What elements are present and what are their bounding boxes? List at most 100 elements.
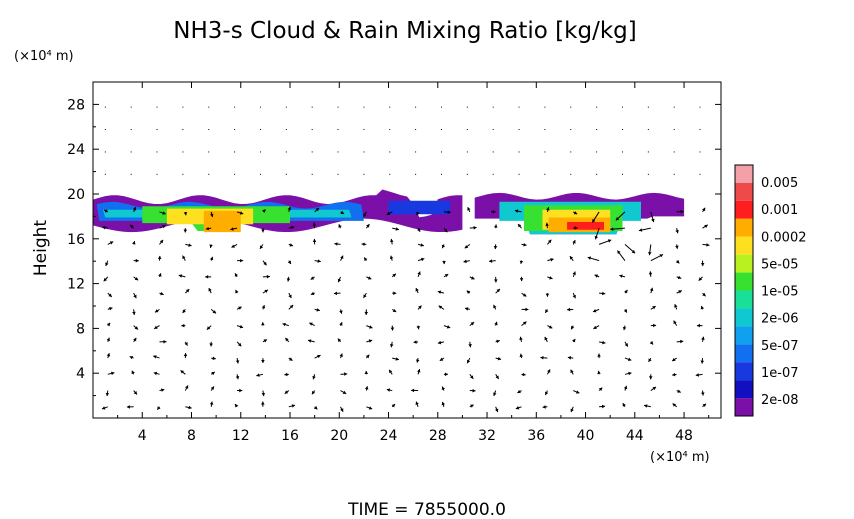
wind-vector (673, 320, 678, 326)
wind-vector (262, 289, 269, 294)
colorbar-swatch (735, 218, 753, 237)
wind-vector (231, 243, 238, 248)
wind-vector (672, 403, 677, 408)
wind-vector (391, 308, 397, 313)
wind-vector (106, 352, 111, 359)
wind-vector (544, 309, 549, 314)
wind-vector (649, 287, 654, 294)
wind-vector (133, 258, 139, 263)
wind-vector (648, 357, 652, 363)
wind-vector (623, 309, 628, 313)
wind-vector (650, 305, 656, 310)
wind-vector (236, 341, 242, 347)
wind-vector (495, 356, 502, 361)
wind-vector (598, 239, 612, 245)
wind-vector (235, 374, 240, 380)
wind-vector (288, 225, 295, 230)
wind-vector (288, 357, 293, 361)
wind-vector (261, 358, 265, 363)
wind-vector (442, 260, 446, 265)
wind-vector (256, 373, 264, 377)
x-tick-label: 32 (478, 428, 496, 444)
wind-vector (185, 405, 192, 410)
wind-vector (438, 305, 445, 310)
wind-vector (493, 224, 498, 229)
colorbar-label: 2e-08 (761, 393, 799, 408)
wind-vector (237, 388, 243, 393)
wind-vector (313, 405, 318, 410)
wind-vector (107, 292, 113, 298)
wind-vector (675, 244, 679, 249)
wind-vector (519, 336, 523, 342)
wind-vector (312, 374, 316, 380)
wind-vector (364, 309, 369, 315)
wind-vector (309, 322, 315, 327)
wind-vector (103, 276, 109, 282)
wind-vector (388, 369, 393, 375)
wind-vector (572, 338, 576, 343)
wind-vector (624, 289, 628, 294)
y-tick-label: 24 (67, 142, 85, 158)
wind-vector (599, 404, 606, 409)
wind-vector (547, 276, 553, 280)
wind-vector (235, 289, 239, 294)
y-tick-label: 8 (76, 321, 85, 337)
x-tick-label: 16 (281, 428, 299, 444)
wind-vector (547, 258, 554, 262)
wind-vector (515, 406, 522, 410)
wind-vector (416, 211, 420, 216)
wind-vector (599, 291, 606, 296)
wind-vector (624, 371, 632, 376)
wind-vector (702, 224, 709, 229)
wind-vector (209, 341, 213, 347)
wind-vector (106, 322, 111, 327)
wind-vector (386, 388, 393, 392)
colorbar-swatch (735, 165, 753, 183)
wind-vector (209, 256, 214, 261)
wind-vector (230, 227, 238, 231)
wind-vector (676, 275, 682, 280)
wind-vector (619, 274, 626, 278)
wind-vector (364, 386, 369, 391)
wind-vector (597, 370, 601, 375)
colorbar-swatch (735, 398, 753, 416)
wind-vector (572, 211, 578, 215)
wind-vector (236, 211, 244, 215)
wind-vector (676, 389, 681, 393)
x-tick-label: 12 (232, 428, 250, 444)
wind-vector (417, 271, 421, 278)
wind-vector (262, 260, 267, 266)
wind-vector (391, 403, 396, 408)
wind-vector (493, 244, 498, 250)
wind-vector (386, 211, 393, 216)
wind-vector (700, 358, 705, 364)
wind-vector (494, 321, 498, 326)
wind-vector (261, 228, 265, 233)
wind-vector (363, 211, 367, 218)
wind-vector (338, 224, 342, 229)
wind-vector (153, 325, 160, 330)
wind-vector (700, 305, 705, 310)
wind-vector (339, 322, 343, 326)
wind-vector (598, 387, 603, 391)
wind-vector (262, 274, 270, 279)
wind-vector (572, 239, 576, 245)
wind-vector (648, 374, 653, 380)
colorbar-label: 0.005 (761, 176, 798, 191)
wind-vector (133, 390, 138, 395)
wind-vector (262, 339, 268, 343)
wind-vector (259, 244, 264, 250)
wind-vector (649, 341, 654, 345)
colorbar-swatch (735, 344, 753, 363)
wind-vector (389, 255, 394, 261)
wind-vector (467, 206, 471, 213)
wind-vector (282, 322, 289, 327)
colorbar-frame (734, 164, 754, 417)
wind-vector (205, 275, 212, 279)
wind-vector (597, 353, 601, 359)
wind-vector (159, 291, 164, 296)
x-tick-label: 48 (675, 428, 693, 444)
wind-vector (493, 304, 497, 310)
wind-vector (154, 308, 160, 313)
wind-vector (236, 306, 242, 310)
